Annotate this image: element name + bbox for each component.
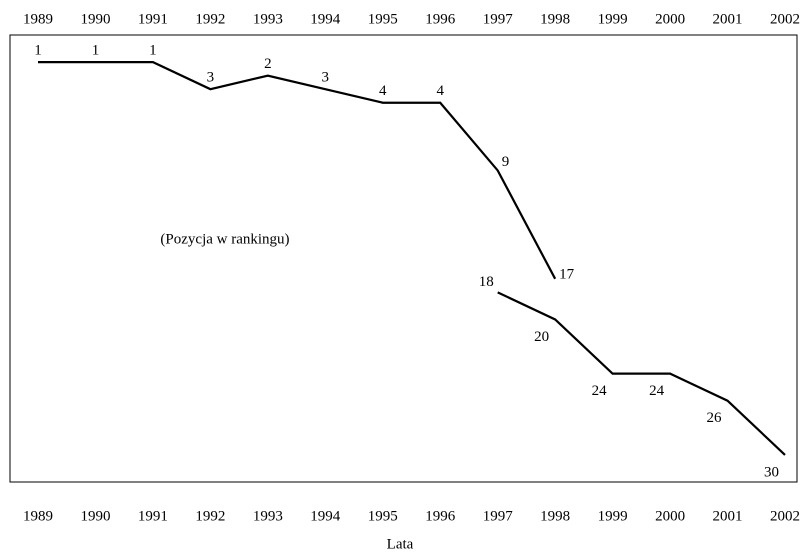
x-tick-label: 1989 [23, 508, 53, 524]
data-label: 4 [436, 83, 444, 99]
x-tick-label: 1990 [80, 508, 110, 524]
x-tick-label-top: 2000 [655, 11, 685, 27]
x-tick-label-top: 1992 [195, 11, 225, 27]
x-tick-label: 1994 [310, 508, 341, 524]
data-label: 3 [207, 70, 215, 86]
data-label: 20 [534, 329, 549, 345]
x-tick-label: 1999 [598, 508, 628, 524]
x-tick-label-top: 1998 [540, 11, 570, 27]
x-tick-label-top: 1989 [23, 11, 53, 27]
x-tick-label-top: 1999 [598, 11, 628, 27]
x-tick-label-top: 2002 [770, 11, 800, 27]
data-label: 2 [264, 56, 272, 72]
data-label: 3 [322, 70, 330, 86]
x-tick-label: 2001 [713, 508, 743, 524]
x-tick-label: 2002 [770, 508, 800, 524]
x-tick-label-top: 1997 [483, 11, 514, 27]
x-tick-label-top: 2001 [713, 11, 743, 27]
annotation: (Pozycja w rankingu) [160, 231, 289, 247]
x-tick-label: 2000 [655, 508, 685, 524]
data-label: 24 [592, 383, 608, 399]
x-tick-label: 1992 [195, 508, 225, 524]
x-tick-label: 1996 [425, 508, 456, 524]
data-label: 18 [479, 274, 494, 290]
data-label: 1 [92, 43, 100, 59]
data-label: 4 [379, 83, 387, 99]
x-tick-label: 1995 [368, 508, 398, 524]
data-label: 24 [649, 383, 665, 399]
plot-frame [9, 34, 798, 483]
line-series [38, 60, 557, 280]
x-tick-label: 1991 [138, 508, 168, 524]
x-tick-label-top: 1995 [368, 11, 398, 27]
line-series [497, 291, 786, 456]
x-tick-label-top: 1996 [425, 11, 456, 27]
x-axis-label: Lata [387, 536, 414, 552]
data-label: 30 [764, 464, 779, 480]
data-label: 9 [502, 154, 510, 170]
x-tick-label-top: 1994 [310, 11, 341, 27]
data-label: 1 [149, 43, 157, 59]
x-tick-label: 1997 [483, 508, 514, 524]
data-label: 1 [34, 43, 42, 59]
x-tick-label: 1993 [253, 508, 283, 524]
x-tick-label-top: 1990 [80, 11, 110, 27]
x-tick-label: 1998 [540, 508, 570, 524]
x-tick-label-top: 1991 [138, 11, 168, 27]
x-tick-label-top: 1993 [253, 11, 283, 27]
data-label: 26 [707, 410, 723, 426]
data-label: 17 [559, 266, 575, 282]
